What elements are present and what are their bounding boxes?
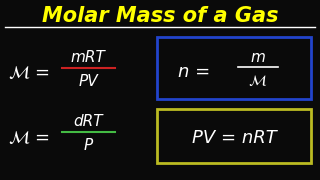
Text: Molar Mass of a Gas: Molar Mass of a Gas [42,6,278,26]
Text: dRT: dRT [73,114,103,129]
Text: n =: n = [178,63,210,81]
Text: P: P [84,138,92,154]
Text: $\mathcal{M}$ =: $\mathcal{M}$ = [8,129,50,147]
Text: mRT: mRT [71,51,105,66]
Text: $\mathcal{M}$: $\mathcal{M}$ [248,73,268,87]
FancyBboxPatch shape [157,37,311,99]
Text: m: m [251,50,265,64]
Text: PV: PV [78,75,98,89]
Text: $\mathcal{M}$ =: $\mathcal{M}$ = [8,64,50,82]
Text: PV = nRT: PV = nRT [192,129,276,147]
FancyBboxPatch shape [157,109,311,163]
